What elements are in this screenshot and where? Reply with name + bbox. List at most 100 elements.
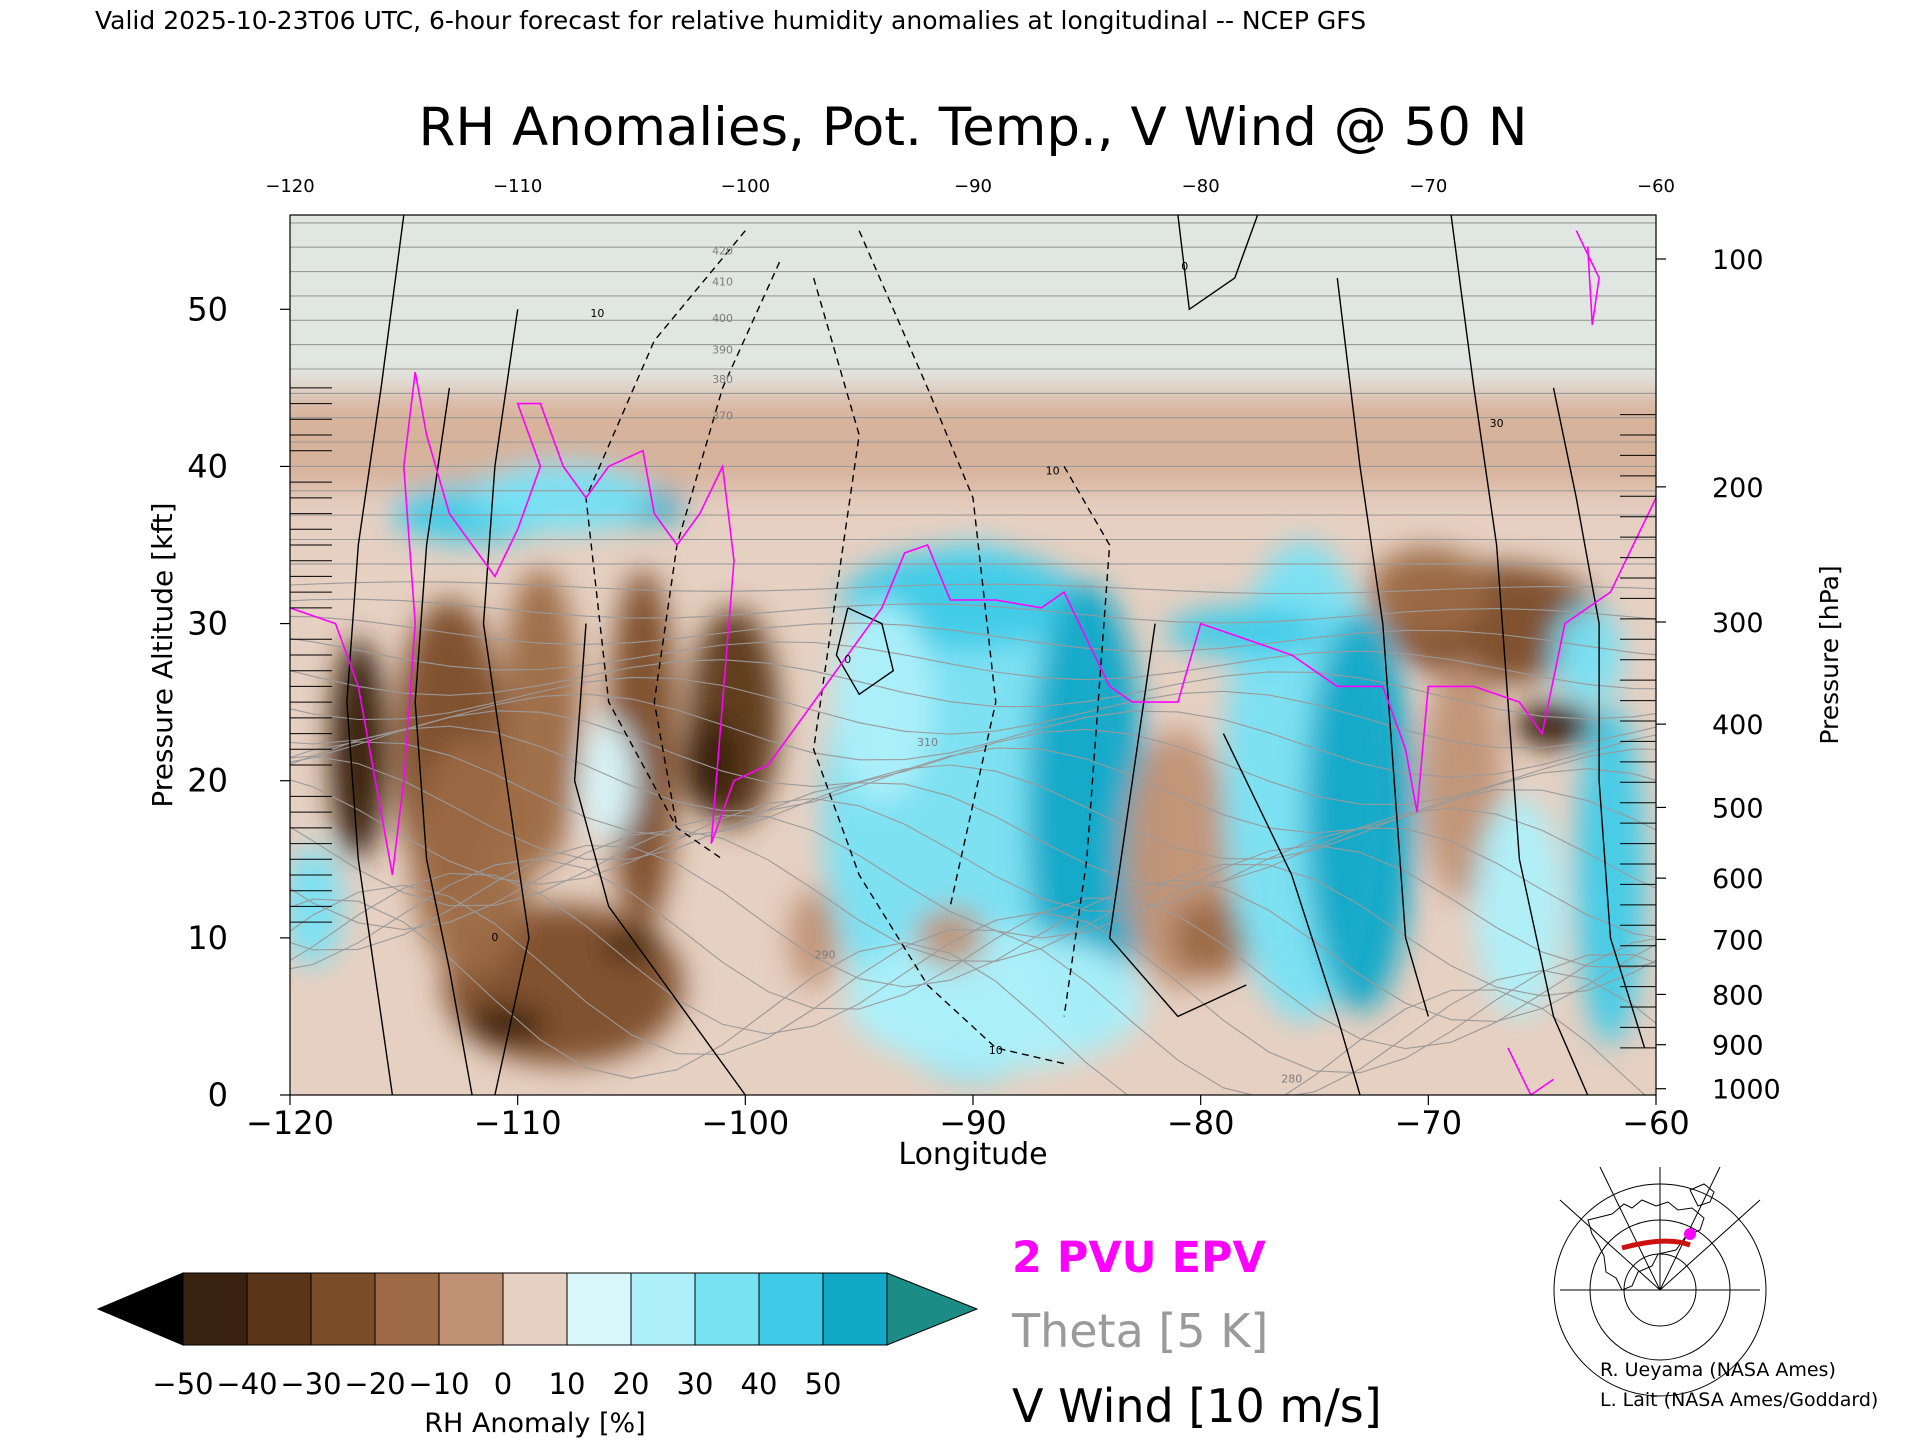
colorbar-tick-label: −30 <box>280 1367 341 1401</box>
plot-area: 420 410 400 390 380 370 290 310 280 10 10 10 0 30 0 0 <box>289 214 1657 1096</box>
x-tick-label: −100 <box>701 1104 789 1142</box>
rh-anomaly-cell <box>788 887 839 988</box>
colorbar-swatch <box>182 1272 248 1346</box>
map-meridian-line <box>1659 1199 1761 1291</box>
locator-map <box>1553 1166 1767 1397</box>
top-tick-label: −110 <box>493 176 542 197</box>
colorbar-over-arrow <box>886 1272 979 1346</box>
rh-field <box>290 215 1656 1083</box>
rh-anomaly-cell <box>683 715 740 815</box>
theta-line <box>290 637 1656 690</box>
y-tick-label: 10 <box>187 919 228 957</box>
credit-line-2: L. Lait (NASA Ames/Goddard) <box>1600 1389 1878 1411</box>
colorbar-swatch <box>374 1272 440 1346</box>
colorbar-tick-label: 40 <box>741 1367 778 1401</box>
credit-line-1: R. Ueyama (NASA Ames) <box>1600 1359 1836 1381</box>
map-location-marker <box>1684 1228 1696 1240</box>
colorbar-swatch <box>438 1272 504 1346</box>
theta-line <box>290 659 1656 720</box>
top-tick-label: −100 <box>721 176 770 197</box>
contour-labels: 420 410 400 390 380 370 290 310 280 10 10 10 0 30 0 0 <box>491 244 1503 1085</box>
pvu-line <box>1507 1047 1554 1095</box>
y-axis-right: 100 200 300 400 500 600 700 800 900 1000 <box>1620 245 1781 1106</box>
x-axis: −120 −110 −100 −90 −80 −70 −60 <box>246 1095 1690 1142</box>
colorbar-swatch <box>502 1272 568 1346</box>
chart-title: RH Anomalies, Pot. Temp., V Wind @ 50 N <box>419 97 1528 158</box>
theta-line <box>290 872 1656 1074</box>
theta-line <box>290 598 1656 624</box>
v-wind-line <box>1222 733 1361 1095</box>
valid-line: Valid 2025-10-23T06 UTC, 6-hour forecast… <box>95 6 1366 35</box>
legend-pvu: 2 PVU EPV <box>1012 1233 1266 1283</box>
v-wind-contour-label: 10 <box>1046 464 1060 477</box>
colorbar-tick-label: −40 <box>216 1367 277 1401</box>
v-wind-contour-label: 0 <box>844 653 851 666</box>
y-tick-label: 0 <box>208 1076 228 1114</box>
pressure-tick-label: 500 <box>1712 793 1764 824</box>
pressure-tick-label: 1000 <box>1712 1075 1781 1106</box>
x-tick-label: −110 <box>474 1104 562 1142</box>
theta-line <box>290 581 1656 595</box>
theta-line <box>290 779 1656 938</box>
pressure-tick-label: 700 <box>1712 925 1764 956</box>
colorbar-under-arrow <box>96 1272 184 1346</box>
v-wind-contour-label: 0 <box>491 931 498 944</box>
x-tick-label: −70 <box>1395 1104 1463 1142</box>
map-meridian-line <box>1559 1199 1661 1291</box>
colorbar-tick-label: 30 <box>677 1367 714 1401</box>
colorbar-swatch <box>310 1272 376 1346</box>
v-wind-line <box>1063 466 1111 1017</box>
theta-contour-label: 390 <box>712 343 733 356</box>
v-wind-line <box>1552 387 1646 1049</box>
theta-contour-label: 420 <box>712 244 733 257</box>
v-wind-line <box>1177 215 1259 311</box>
map-greenland-outline <box>1689 1183 1715 1207</box>
v-wind-contour-label: 0 <box>1181 260 1188 273</box>
theta-line <box>290 858 1656 1050</box>
colorbar-swatch <box>758 1272 824 1346</box>
top-tick-label: −90 <box>954 176 992 197</box>
pressure-tick-label: 200 <box>1712 473 1764 504</box>
theta-line <box>290 741 1656 860</box>
v-wind-line <box>1108 623 1247 1018</box>
colorbar-tick-label: −20 <box>344 1367 405 1401</box>
pvu-line <box>290 371 1656 876</box>
map-north-america-outline <box>1587 1199 1705 1291</box>
pressure-tick-label: 800 <box>1712 980 1764 1011</box>
v-wind-line <box>414 387 473 1095</box>
top-tick-label: −60 <box>1637 176 1675 197</box>
colorbar-tick-label: −50 <box>152 1367 213 1401</box>
colorbar-swatch <box>566 1272 632 1346</box>
top-tick-label: −70 <box>1409 176 1447 197</box>
colorbar-tick-label: 20 <box>613 1367 650 1401</box>
colorbar-tick-label: 0 <box>494 1367 512 1401</box>
theta-line <box>290 693 1656 778</box>
v-wind-line <box>1450 215 1589 1095</box>
pressure-tick-label: 400 <box>1712 710 1764 741</box>
theta-contours <box>290 222 1656 1095</box>
rh-band-upper <box>290 215 1656 385</box>
y-tick-label: 20 <box>187 762 228 800</box>
rh-anomaly-cell <box>1368 547 1489 638</box>
rh-anomaly-cell <box>1305 612 1416 1013</box>
colorbar-label: RH Anomaly [%] <box>424 1408 645 1439</box>
y-axis-label: Pressure Altitude [kft] <box>146 502 179 807</box>
x-tick-label: −80 <box>1167 1104 1235 1142</box>
v-wind-contour-label: 30 <box>1490 417 1504 430</box>
rh-anomaly-cell <box>603 931 660 960</box>
top-tick-label: −80 <box>1182 176 1220 197</box>
colorbar-swatch <box>630 1272 696 1346</box>
theta-line <box>290 710 1656 806</box>
colorbar-swatch <box>694 1272 760 1346</box>
v-wind-line <box>573 623 746 1095</box>
theta-line <box>290 898 1646 1095</box>
theta-contour-label: 380 <box>712 373 733 386</box>
top-tick-label: −120 <box>265 176 314 197</box>
rh-anomaly-cell <box>1552 605 1623 705</box>
theta-contour-label: 290 <box>815 948 836 961</box>
v-wind-line <box>482 309 530 1095</box>
colorbar-tick-label: −10 <box>408 1367 469 1401</box>
theta-contour-label: 310 <box>917 736 938 749</box>
theta-contour-label: 410 <box>712 276 733 289</box>
x-axis-label: Longitude <box>898 1137 1047 1172</box>
